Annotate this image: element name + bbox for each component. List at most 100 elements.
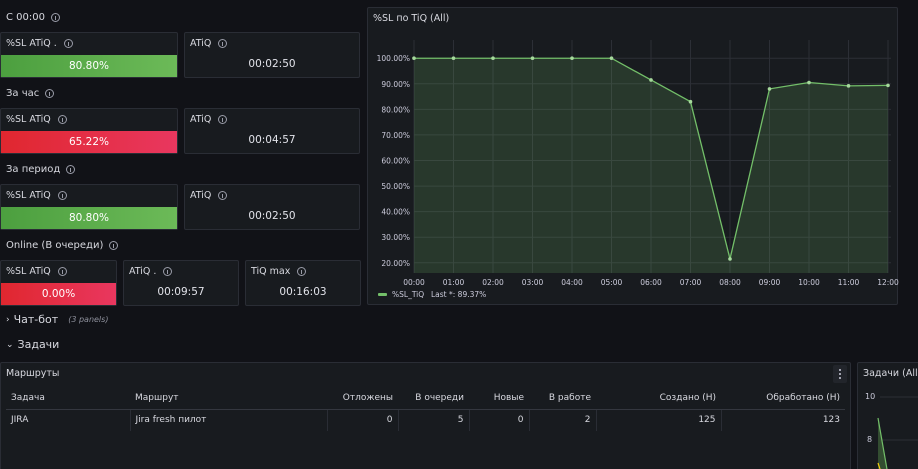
data-point [807,80,811,85]
stat-value: 00:02:50 [248,58,296,70]
x-tick-label: 07:00 [680,278,702,287]
info-icon[interactable] [66,165,76,174]
panel-title: ATiQ [190,38,228,49]
table-row[interactable]: JIRA Jira fresh пилот 0 5 0 2 125 123 [6,409,845,431]
y-tick-label: 80.00% [381,105,410,114]
x-tick-label: 09:00 [759,278,781,287]
info-icon[interactable] [218,191,228,200]
column-header[interactable]: Отложены [327,387,398,410]
info-icon[interactable] [45,89,55,98]
stat-panel-sl-3[interactable]: %SL ATiQ 80.80% [0,184,178,230]
info-icon[interactable] [63,39,73,48]
data-point [609,56,614,61]
chevron-down-icon: ⌄ [6,339,14,350]
data-point [886,83,890,88]
data-point [530,56,535,61]
table-cell: JIRA [6,409,131,431]
stat-value: 00:16:03 [279,286,327,298]
stat-panel-atiq-4[interactable]: ATiQ . 00:09:57 [123,260,239,306]
chevron-right-icon: › [6,314,10,325]
info-icon[interactable] [163,267,173,276]
section-title-hour: За час [6,88,55,99]
stat-panel-sl-1[interactable]: %SL ATiQ . 80.80% [0,32,178,78]
info-icon[interactable] [218,115,228,124]
panel-title-text: %SL ATiQ [6,190,51,201]
data-point [728,257,732,261]
stat-panel-sl-4[interactable]: %SL ATiQ 0.00% [0,260,117,306]
stat-value: 65.22% [1,131,177,153]
data-point [767,87,772,91]
info-icon[interactable] [57,267,67,276]
axis-tick-label: 8 [867,435,873,444]
table-header-row: Задача Маршрут Отложены В очереди Новые … [6,387,845,410]
stat-panel-tiq-max[interactable]: TiQ max 00:16:03 [245,260,361,306]
column-header[interactable]: Маршрут [130,387,327,410]
stat-value: 80.80% [1,207,177,229]
y-tick-label: 100.00% [377,54,410,63]
y-tick-label: 30.00% [381,233,410,242]
panel-title-text: ATiQ . [129,266,157,277]
tasks-mini-chart [877,396,918,469]
panel-title-text: ATiQ [190,190,212,201]
data-point [451,56,456,61]
y-tick-label: 90.00% [381,80,410,89]
panel-menu-icon[interactable] [833,365,847,383]
y-tick-label: 20.00% [381,259,410,268]
panel-title: %SL ATiQ [6,114,67,125]
routes-table-wrap: Задача Маршрут Отложены В очереди Новые … [6,387,845,431]
info-icon[interactable] [218,39,228,48]
panel-title-text: %SL ATiQ [6,114,51,125]
column-header[interactable]: В работе [529,387,596,410]
info-icon[interactable] [57,191,67,200]
column-header[interactable]: Задача [6,387,130,410]
data-point [846,84,851,88]
section-label: Online (В очереди) [6,240,104,251]
row-chatbot[interactable]: › Чат-бот (3 panels) [6,313,108,326]
column-header[interactable]: Обработано (Н) [721,387,845,410]
stat-panel-atiq-2[interactable]: ATiQ 00:04:57 [184,108,360,154]
column-header[interactable]: В очереди [398,387,469,410]
x-tick-label: 06:00 [640,278,662,287]
x-tick-label: 01:00 [443,278,465,287]
info-icon[interactable] [297,267,307,276]
row-meta: (3 panels) [68,315,109,324]
column-header[interactable]: Создано (Н) [596,387,721,410]
stat-value: 00:09:57 [157,286,205,298]
legend-last: Last *: 89.37% [431,290,486,299]
stat-panel-sl-2[interactable]: %SL ATiQ 65.22% [0,108,178,154]
stat-panel-atiq-1[interactable]: ATiQ 00:02:50 [184,32,360,78]
legend-swatch [378,293,387,296]
panel-title-text: TiQ max [251,266,291,277]
line-chart: 100.00% 90.00% 80.00% 70.00% 60.00% 50.00% 40.… [377,40,899,299]
stat-panel-atiq-3[interactable]: ATiQ 00:02:50 [184,184,360,230]
table-cell: Jira fresh пилот [130,409,328,431]
section-label: За период [6,164,61,175]
data-point [412,56,416,61]
row-tasks[interactable]: ⌄ Задачи [6,338,59,351]
info-icon[interactable] [57,115,67,124]
info-icon[interactable] [50,13,60,22]
stat-value: 80.80% [1,55,177,77]
panel-title-text: %SL ATiQ . [6,38,57,49]
tasks-all-panel[interactable]: Задачи (All) 10 8 [857,362,918,469]
panel-title: ATiQ [190,190,228,201]
table-cell: 123 [822,415,840,426]
y-tick-label: 40.00% [381,208,410,217]
legend-label: %SL_TiQ [392,290,424,299]
panel-title: ATiQ [190,114,228,125]
table-cell: 2 [529,409,597,431]
routes-panel-title: Маршруты [6,368,60,379]
series-area [414,58,888,274]
chart-panel[interactable]: %SL по TiQ (All) 100.00% 90.00% 80.00% 70.0… [367,7,899,305]
column-header[interactable]: Новые [469,387,529,410]
data-point [688,99,693,104]
section-title-online: Online (В очереди) [6,240,119,251]
panel-title: TiQ max [251,266,307,277]
x-tick-label: 03:00 [522,278,544,287]
routes-panel[interactable]: Маршруты Задача Маршрут Отложены В очере… [0,362,851,469]
axis-tick-label: 10 [865,392,876,401]
x-tick-label: 04:00 [561,278,583,287]
panel-title: ATiQ . [129,266,173,277]
info-icon[interactable] [109,241,119,250]
table-cell: 125 [596,409,722,431]
